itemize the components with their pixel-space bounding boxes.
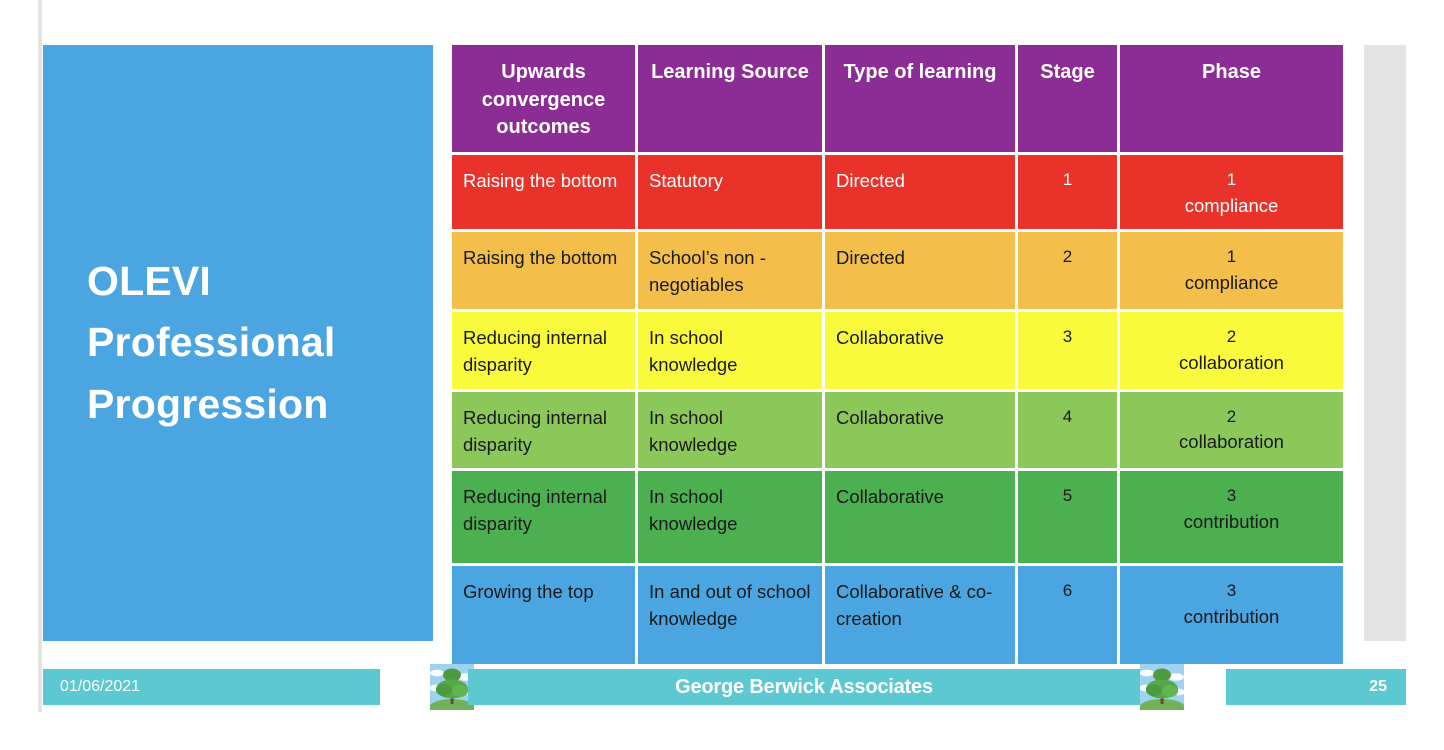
column-header-stage: Stage [1018,45,1120,155]
table-row: Reducing internal disparity In school kn… [452,391,1343,472]
title-line-2: Professional [87,319,336,366]
cell-stage: 5 [1018,471,1120,567]
cell-outcome: Growing the top [452,566,638,665]
title-line-3: Progression [87,380,329,427]
cell-type: Directed [825,232,1018,313]
footer-date: 01/06/2021 [43,669,380,705]
cell-phase-number: 3 [1226,581,1237,601]
table-body: Raising the bottom Statutory Directed 1 … [452,155,1343,665]
cell-source: Statutory [638,155,825,233]
cell-outcome: Raising the bottom [452,155,638,233]
cell-phase-label: contribution [1183,510,1280,532]
cell-phase: 1 compliance [1120,155,1343,233]
table-row: Reducing internal disparity In school kn… [452,471,1343,567]
cell-type: Collaborative & co-creation [825,566,1018,665]
table-header-row: Upwards convergence outcomes Learning So… [452,45,1343,155]
cell-phase-number: 2 [1226,327,1237,347]
cell-stage: 1 [1018,155,1120,233]
slide-left-divider [38,0,42,712]
cell-phase: 3 contribution [1120,566,1343,665]
cell-phase: 3 contribution [1120,471,1343,567]
footer-page-number: 25 [1226,669,1406,705]
cell-type: Collaborative [825,391,1018,472]
cell-source: In school knowledge [638,312,825,392]
column-header-phase: Phase [1120,45,1343,155]
cell-outcome: Reducing internal disparity [452,471,638,567]
title-block: OLEVI Professional Progression [43,45,433,641]
table-row: Reducing internal disparity In school kn… [452,312,1343,392]
column-header-upwards-convergence-outcomes: Upwards convergence outcomes [452,45,638,155]
cell-phase: 2 collaboration [1120,391,1343,472]
cell-outcome: Reducing internal disparity [452,312,638,392]
cell-phase-number: 1 [1226,247,1237,267]
cell-phase-number: 1 [1226,170,1237,189]
cell-type: Directed [825,155,1018,233]
cell-phase-label: collaboration [1179,351,1284,373]
tree-logo-icon [430,664,474,710]
cell-outcome: Raising the bottom [452,232,638,313]
table-row: Raising the bottom School’s non - negoti… [452,232,1343,313]
title-line-1: OLEVI [87,257,212,304]
cell-source: In school knowledge [638,391,825,472]
table-row: Raising the bottom Statutory Directed 1 … [452,155,1343,233]
cell-stage: 6 [1018,566,1120,665]
cell-source: In and out of school knowledge [638,566,825,665]
cell-phase-label: compliance [1184,272,1279,294]
tree-logo-icon [1140,664,1184,710]
cell-phase: 1 compliance [1120,232,1343,313]
cell-phase: 2 collaboration [1120,312,1343,392]
cell-type: Collaborative [825,471,1018,567]
progression-table: Upwards convergence outcomes Learning So… [452,45,1343,665]
footer-organisation: George Berwick Associates [468,669,1140,705]
cell-source: In school knowledge [638,471,825,567]
right-placeholder-bar [1364,45,1406,641]
cell-phase-label: compliance [1184,194,1279,216]
cell-phase-number: 2 [1226,406,1237,426]
cell-outcome: Reducing internal disparity [452,391,638,472]
cell-stage: 4 [1018,391,1120,472]
cell-stage: 2 [1018,232,1120,313]
cell-phase-label: contribution [1183,605,1280,627]
cell-phase-number: 3 [1226,486,1237,506]
table-row: Growing the top In and out of school kno… [452,566,1343,665]
cell-type: Collaborative [825,312,1018,392]
cell-phase-label: collaboration [1179,431,1284,453]
cell-source: School’s non - negotiables [638,232,825,313]
column-header-learning-source: Learning Source [638,45,825,155]
column-header-type-of-learning: Type of learning [825,45,1018,155]
cell-stage: 3 [1018,312,1120,392]
